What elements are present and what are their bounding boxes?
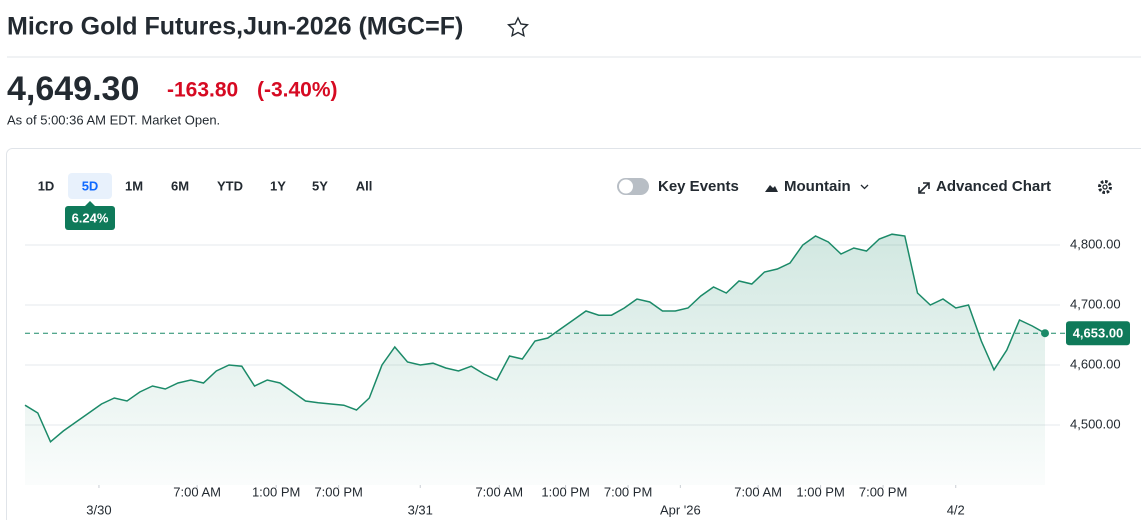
mountain-icon (765, 185, 778, 192)
x-tick-label: 3/31 (408, 502, 433, 517)
x-tick-label: 1:00 PM (541, 484, 589, 499)
range-tabs: 1D 5D 6.24% 1M 6M YTD 1Y 5Y All (38, 173, 373, 230)
x-tick-label: 3/30 (86, 502, 111, 517)
range-tab[interactable]: 1D (38, 178, 55, 193)
expand-icon (918, 182, 930, 194)
reference-badge (1066, 321, 1130, 346)
key-events-label[interactable]: Key Events (658, 178, 739, 195)
range-tab[interactable]: YTD (217, 178, 243, 193)
badge-pointer (85, 201, 95, 206)
x-tick-label: 1:00 PM (796, 484, 844, 499)
range-tab[interactable]: 1Y (270, 178, 286, 193)
x-tick-label: 7:00 PM (604, 484, 652, 499)
settings-icon-center (1102, 184, 1108, 190)
y-tick-label: 4,600.00 (1070, 356, 1121, 371)
as-of-time: As of 5:00:36 AM EDT. Market Open. (7, 112, 220, 127)
chart-style[interactable]: Mountain (784, 178, 851, 195)
x-tick-label: 7:00 PM (859, 484, 907, 499)
x-tick-label: 7:00 AM (475, 484, 523, 499)
quote-title: Micro Gold Futures,Jun-2026 (MGC=F) (7, 13, 463, 41)
price: 4,649.30 (7, 70, 139, 108)
settings-icon[interactable] (1098, 180, 1112, 194)
range-change-badge (65, 206, 115, 230)
range-tab[interactable]: All (356, 178, 373, 193)
price-change: -163.80 (167, 79, 238, 102)
chart-panel (6, 148, 1141, 520)
y-tick-label: 4,500.00 (1070, 416, 1121, 431)
y-tick-label: 4,800.00 (1070, 236, 1121, 251)
x-tick-label: 7:00 AM (734, 484, 782, 499)
range-tab[interactable]: 1M (125, 178, 143, 193)
dropdown-chevron (860, 184, 869, 190)
price-change-percent: (-3.40%) (257, 79, 338, 102)
price-chart: 4,500.00 4,600.00 4,700.00 4,800.00 3/30 7:00… (24, 233, 1130, 517)
x-tick-label: 7:00 PM (314, 484, 362, 499)
reference-label: 4,653.00 (1073, 326, 1124, 341)
x-tick-label: 4/2 (947, 502, 965, 517)
range-tab[interactable]: 5D (82, 178, 99, 193)
x-tick-label: Apr '26 (660, 502, 701, 517)
area-fill (25, 234, 1045, 485)
selected-tab-bg (68, 173, 112, 199)
toggle-knob (619, 179, 633, 194)
range-tab[interactable]: 5Y (312, 178, 328, 193)
range-tab[interactable]: 6M (171, 178, 189, 193)
advanced-chart-link[interactable]: Advanced Chart (936, 178, 1051, 195)
x-tick-label: 1:00 PM (252, 484, 300, 499)
watchlist-star[interactable] (507, 16, 529, 38)
y-tick-label: 4,700.00 (1070, 296, 1121, 311)
price-line (24, 233, 1046, 444)
range-change: 6.24% (72, 210, 109, 225)
x-tick-label: 7:00 AM (173, 484, 221, 499)
